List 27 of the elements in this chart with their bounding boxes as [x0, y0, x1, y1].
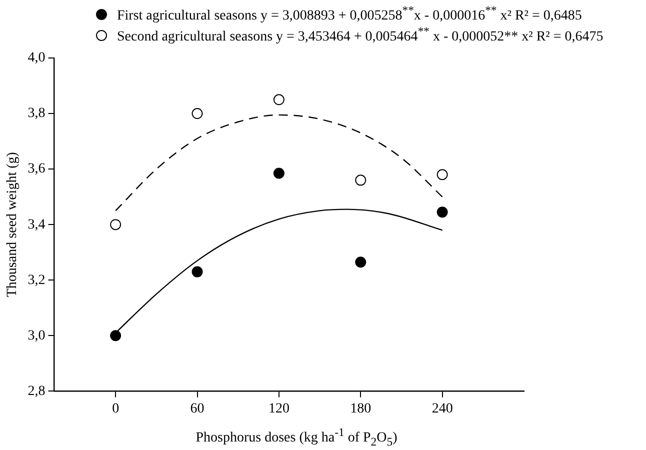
y-tick-label: 3,2: [28, 272, 46, 288]
legend-label: Second agricultural seasons y = 3,453464 + 0,005464$^{**}$ x - 0,000052** x² R² = 0,6475: [117, 25, 604, 46]
y-tick-label: 3,6: [28, 162, 46, 177]
y-tick-label: 4,0: [28, 50, 46, 66]
y-axis-title: Thousand seed weight (g): [5, 152, 20, 298]
x-tick-label: 60: [190, 401, 204, 416]
point: [273, 168, 284, 179]
point: [355, 174, 366, 186]
x-tick-label: 120: [268, 401, 290, 416]
point: [273, 94, 284, 106]
y-tick-label: 3,8: [28, 106, 46, 122]
x-tick-label: 180: [350, 401, 372, 416]
line-series: [114, 114, 443, 212]
x-axis-title: Phosphorus doses (kg ha$^{-1}$ of P$_{2}$O$_{5}$): [194, 426, 398, 448]
x-tick-label: 240: [432, 401, 453, 416]
point: [192, 108, 203, 120]
point: [192, 266, 203, 278]
point: [110, 330, 122, 342]
point: [355, 256, 366, 268]
y-tick-label: 3,4: [28, 217, 46, 232]
x-tick-label: 0: [112, 401, 120, 416]
y-tick-label: 3,0: [28, 328, 46, 344]
y-tick-label: 2,8: [28, 384, 46, 399]
legend-label: First agricultural seasons y = 3,008893 + 0,005258$^{**}$x - 0,000016$^{**}$ x² R² = 0,6485: [117, 4, 582, 25]
point: [436, 206, 448, 218]
point: [110, 219, 122, 230]
point: [436, 169, 448, 180]
